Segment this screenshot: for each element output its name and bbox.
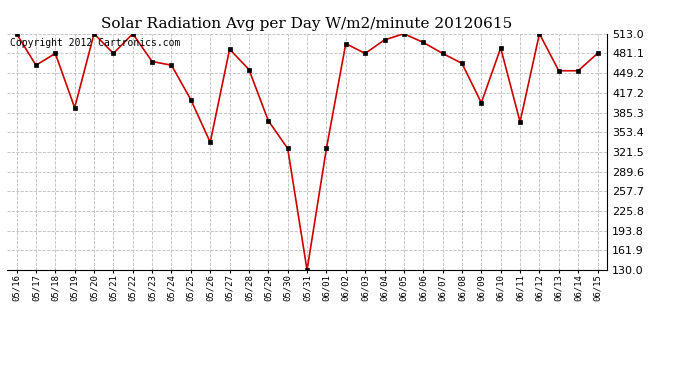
Title: Solar Radiation Avg per Day W/m2/minute 20120615: Solar Radiation Avg per Day W/m2/minute … bbox=[101, 17, 513, 31]
Text: Copyright 2012 Cartronics.com: Copyright 2012 Cartronics.com bbox=[10, 39, 180, 48]
